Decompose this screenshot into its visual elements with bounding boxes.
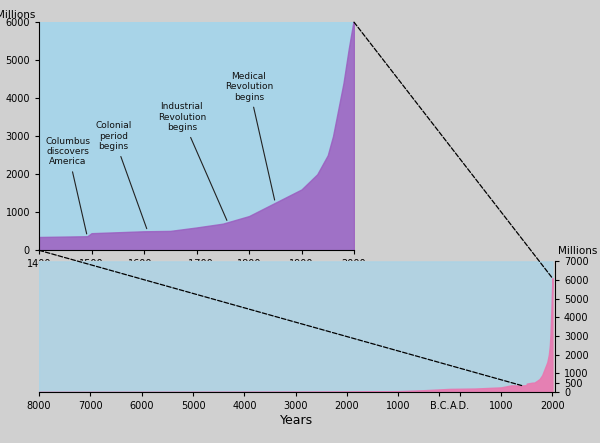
- Text: Millions: Millions: [557, 246, 597, 256]
- X-axis label: Years: Years: [280, 414, 314, 427]
- Text: Columbus
discovers
America: Columbus discovers America: [46, 136, 91, 234]
- Text: Industrial
Revolution
begins: Industrial Revolution begins: [158, 102, 227, 220]
- Text: Colonial
period
begins: Colonial period begins: [95, 121, 147, 229]
- Text: Medical
Revolution
begins: Medical Revolution begins: [225, 72, 275, 200]
- Text: Millions: Millions: [0, 10, 36, 20]
